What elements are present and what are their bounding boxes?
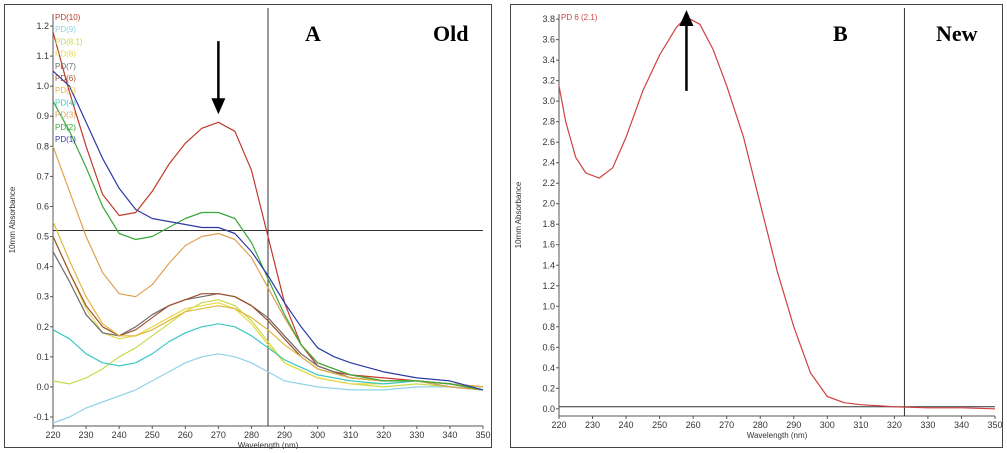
y-tick-label: 1.0 [542, 301, 555, 311]
legend-entry-1: PD(9) [55, 25, 76, 34]
y-tick-label: 1.6 [542, 240, 555, 250]
y-tick-label: 0.4 [542, 363, 555, 373]
x-tick-label: 240 [619, 420, 634, 430]
y-tick-label: 0.8 [36, 141, 49, 151]
y-tick-label: 0.2 [542, 383, 555, 393]
chart-b-svg: 220 230 240 250 260 270 280 290 300 310 320 330 340 3… [514, 8, 1003, 440]
panel-tag: Old [433, 21, 468, 46]
x-tick-label: 320 [376, 430, 391, 440]
x-tick-label: 320 [887, 420, 902, 430]
y-tick-label: 3.4 [542, 55, 555, 65]
y-tick-label: 0.6 [36, 201, 49, 211]
x-tick-label: 270 [211, 430, 226, 440]
series-line-1 [52, 353, 484, 424]
x-tick-label: 240 [112, 430, 127, 440]
x-tick-label: 340 [442, 430, 457, 440]
chart-panel-a: 220 230 240 250 260 270 280 290 300 310 320 330 340 3… [4, 4, 492, 449]
legend-entry-0: PD(10) [55, 13, 81, 22]
series-line-3 [52, 236, 484, 391]
x-tick-label: 340 [954, 420, 969, 430]
y-tick-label: 3.2 [542, 76, 555, 86]
panel-label: B [833, 21, 848, 46]
x-tick-label: 350 [987, 420, 1002, 430]
x-axis-label: Wavelength (nm) [747, 431, 808, 440]
y-tick-label: 2.4 [542, 158, 555, 168]
x-tick-label: 280 [244, 430, 259, 440]
legend-entry-7: PD(4) [55, 98, 76, 107]
x-tick-label: 220 [45, 430, 60, 440]
y-tick-label: 0.3 [36, 292, 49, 302]
x-tick-label: 350 [475, 430, 490, 440]
y-tick-label: 3.8 [542, 14, 555, 24]
series-line-9 [52, 100, 484, 391]
y-axis-label: 10mm Absorbance [514, 181, 523, 248]
panel-label: A [305, 21, 321, 46]
x-tick-label: 260 [178, 430, 193, 440]
x-tick-label: 250 [145, 430, 160, 440]
series-line-7 [52, 323, 484, 391]
series-line-6 [52, 221, 484, 388]
annotation-arrow-head [679, 10, 694, 26]
annotation-arrow-head [211, 98, 226, 115]
x-tick-label: 250 [652, 420, 667, 430]
legend-entry-9: PD(2) [55, 123, 76, 132]
y-tick-label: 0.2 [36, 322, 49, 332]
legend-entry-3: PD(8) [55, 50, 76, 59]
y-tick-label: 1.4 [542, 260, 555, 270]
x-tick-label: 290 [277, 430, 292, 440]
legend-entry-4: PD(7) [55, 62, 76, 71]
x-tick-label: 230 [79, 430, 94, 440]
panel-tag: New [936, 21, 978, 46]
legend-entry-5: PD(6) [55, 74, 76, 83]
y-tick-label: 0.0 [542, 404, 555, 414]
legend-entry-8: PD(3) [55, 111, 76, 120]
y-tick-label: 0.1 [36, 352, 49, 362]
y-tick-label: 0.4 [36, 262, 49, 272]
y-tick-label: 0.7 [36, 171, 49, 181]
y-tick-label: 0.8 [542, 322, 555, 332]
x-tick-label: 330 [409, 430, 424, 440]
y-tick-label: 0.6 [542, 342, 555, 352]
y-tick-label: 2.6 [542, 137, 555, 147]
x-tick-label: 260 [686, 420, 701, 430]
y-tick-label: 1.8 [542, 219, 555, 229]
y-tick-label: 1.0 [36, 81, 49, 91]
x-tick-label: 220 [551, 420, 566, 430]
series-line-10 [52, 70, 484, 391]
legend-entry-2: PD(8.1) [55, 37, 83, 46]
x-tick-label: 300 [820, 420, 835, 430]
y-tick-label: 1.1 [36, 51, 49, 61]
x-tick-label: 300 [310, 430, 325, 440]
y-tick-label: 2.0 [542, 199, 555, 209]
y-tick-label: 0.9 [36, 111, 49, 121]
y-tick-label: 0.5 [36, 232, 49, 242]
x-tick-label: 310 [343, 430, 358, 440]
y-tick-label: 2.8 [542, 117, 555, 127]
series-line-0 [52, 31, 484, 388]
chart-a-svg: 220 230 240 250 260 270 280 290 300 310 320 330 340 3… [8, 8, 491, 449]
x-tick-label: 270 [719, 420, 734, 430]
legend-entry-6: PD(5) [55, 86, 76, 95]
y-tick-label: 2.2 [542, 178, 555, 188]
y-tick-label: 3.6 [542, 35, 555, 45]
y-tick-label: -0.1 [33, 412, 49, 422]
legend-entry-10: PD(1) [55, 135, 76, 144]
legend-entry-0: PD 6 (2.1) [561, 13, 598, 22]
x-tick-label: 280 [753, 420, 768, 430]
y-tick-label: 3.0 [542, 96, 555, 106]
y-axis-label: 10mm Absorbance [8, 186, 17, 253]
y-tick-label: 0.0 [36, 382, 49, 392]
x-tick-label: 230 [585, 420, 600, 430]
series-line-2 [52, 299, 484, 391]
x-tick-label: 330 [920, 420, 935, 430]
x-tick-label: 310 [853, 420, 868, 430]
x-tick-label: 290 [786, 420, 801, 430]
chart-panel-b: 220 230 240 250 260 270 280 290 300 310 320 330 340 3… [510, 4, 1003, 448]
y-tick-label: 1.2 [36, 21, 49, 31]
series-line-0 [558, 16, 996, 410]
x-axis-label: Wavelength (nm) [238, 441, 299, 449]
y-tick-label: 1.2 [542, 281, 555, 291]
